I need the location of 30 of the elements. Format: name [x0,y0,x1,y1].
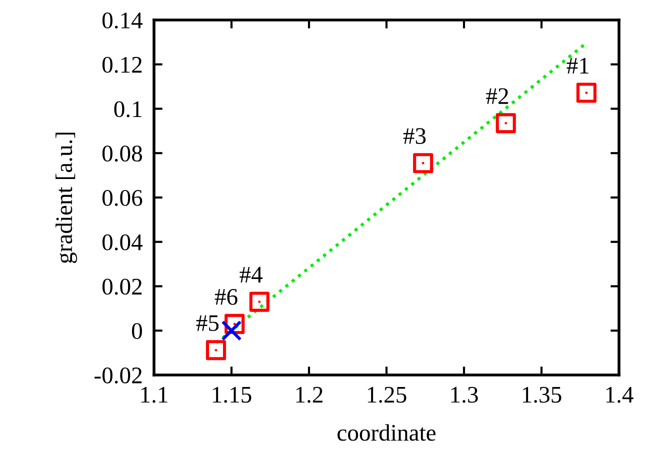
y-tick-label: 0.04 [102,234,143,250]
annotation: #1 [566,58,589,74]
y-tick-label: 0.06 [102,190,142,206]
point [206,340,226,360]
annotation: #5 [196,315,219,332]
x-tick-label: 1.25 [368,386,406,403]
point [576,82,596,103]
y-tick-label: 0.14 [102,12,143,29]
y-tick-label: 0.12 [102,56,142,73]
y-tick-label: 0 [132,323,142,340]
y-tick-label: 0.08 [102,146,142,162]
x-tick-label: 1.15 [212,386,252,403]
x-tick-label: 1.3 [451,386,478,403]
x-tick-label: 1.2 [296,386,322,403]
y-axis-title: gradient [a.u.] [56,132,78,264]
annotation: #6 [214,289,238,305]
point [249,292,270,312]
x-tick-label: 1.4 [606,386,634,403]
annotation: #2 [486,88,508,104]
annotation: #3 [403,128,426,144]
x-tick-label: 1.35 [522,386,562,403]
point [496,113,516,134]
x-axis-title: coordinate [338,424,436,441]
point [221,320,242,341]
annotation: #4 [240,266,263,282]
y-tick-label: 0.02 [102,278,142,295]
x-tick-label: 1.1 [141,386,168,403]
y-tick-label: -0.02 [94,367,142,384]
point [413,153,434,174]
y-tick-label: 0.1 [114,101,142,118]
